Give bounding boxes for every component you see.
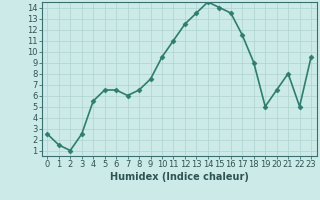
X-axis label: Humidex (Indice chaleur): Humidex (Indice chaleur): [110, 172, 249, 182]
